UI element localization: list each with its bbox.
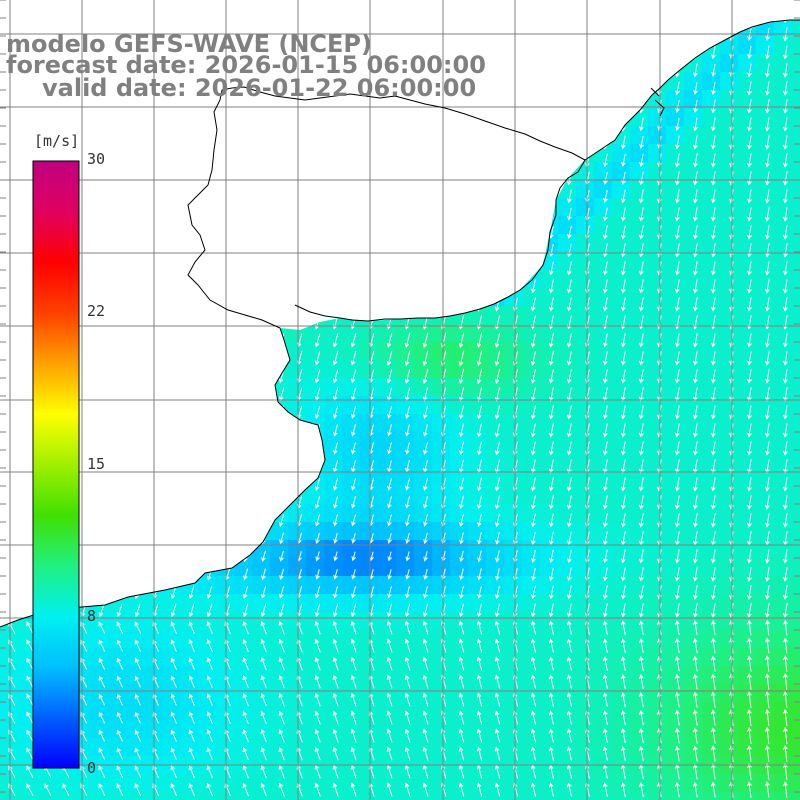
colorbar-gradient bbox=[32, 160, 80, 769]
colorbar-unit: [m/s] bbox=[34, 132, 80, 150]
country-border bbox=[584, 19, 800, 161]
forecast-date: forecast date: 2026-01-15 06:00:00 bbox=[6, 51, 486, 79]
model-title: modelo GEFS-WAVE (NCEP) bbox=[6, 30, 372, 58]
colorbar bbox=[32, 160, 80, 769]
colorbar-tick-8: 8 bbox=[87, 607, 97, 625]
colorbar-tick-15: 15 bbox=[87, 455, 106, 473]
valid-date: valid date: 2026-01-22 06:00:00 bbox=[42, 74, 477, 102]
colorbar-tick-22: 22 bbox=[87, 302, 106, 320]
colorbar-tick-30: 30 bbox=[87, 150, 106, 168]
coastline bbox=[0, 86, 586, 628]
colorbar-tick-0: 0 bbox=[87, 759, 97, 777]
